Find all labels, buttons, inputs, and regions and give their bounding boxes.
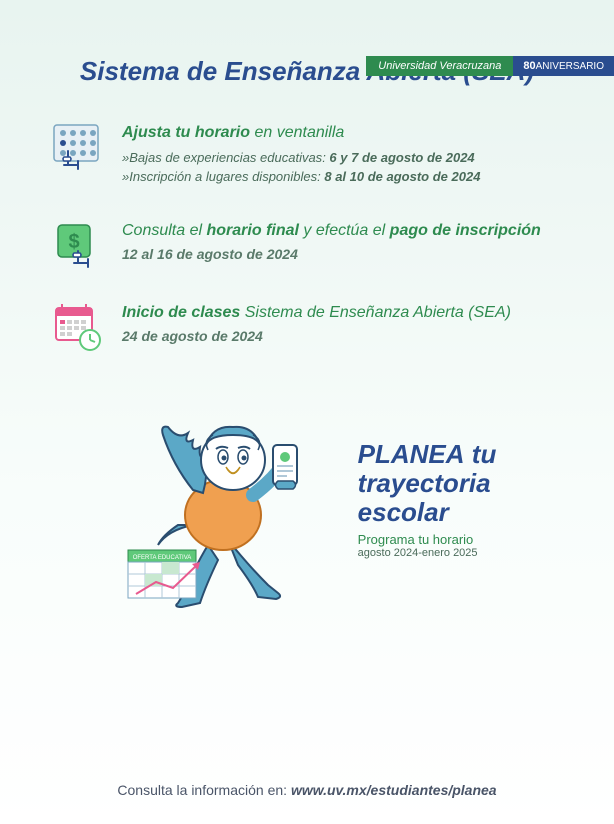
part1: horario final — [207, 222, 299, 239]
footer-text: Consulta la información en: www.uv.mx/es… — [0, 782, 614, 798]
bullet-label: Inscripción a lugares disponibles — [129, 169, 317, 184]
svg-text:$: $ — [68, 231, 79, 253]
schedule-grid-icon — [50, 123, 104, 171]
title-bold: Inicio de clases — [122, 304, 240, 321]
info-item-payment: $ Consulta el horario final y efectúa el… — [0, 221, 614, 269]
item-title: Consulta el horario final y efectúa el p… — [122, 221, 564, 242]
footer-prefix: Consulta la información en: — [117, 782, 291, 798]
item-title: Inicio de clases Sistema de Enseñanza Ab… — [122, 303, 564, 324]
planea-word2: tu — [465, 439, 497, 469]
info-item-calendar: Inicio de clases Sistema de Enseñanza Ab… — [0, 303, 614, 351]
part0: Consulta el — [122, 222, 207, 239]
planea-title: PLANEA tu trayectoria escolar — [358, 440, 497, 526]
university-name: Universidad Veracruzana — [366, 56, 513, 76]
planea-word1: PLANEA — [358, 439, 465, 469]
item-date: 24 de agosto de 2024 — [122, 328, 564, 344]
item-content: Inicio de clases Sistema de Enseñanza Ab… — [122, 303, 564, 344]
anniv-number: 80 — [523, 60, 535, 72]
planea-line3: escolar — [358, 497, 449, 527]
bullet-label: Bajas de experiencias educativas — [129, 150, 322, 165]
item-title: Ajusta tu horario en ventanilla — [122, 123, 564, 144]
part3: pago de inscripción — [390, 222, 541, 239]
planea-period: agosto 2024-enero 2025 — [358, 547, 497, 559]
footer-url: www.uv.mx/estudiantes/planea — [291, 782, 497, 798]
planea-text-block: PLANEA tu trayectoria escolar Programa t… — [358, 440, 497, 559]
bullet-date: 8 al 10 de agosto de 2024 — [324, 169, 480, 184]
mascot-illustration: OFERTA EDUCATIVA — [118, 385, 338, 615]
planea-line2: trayectoria — [358, 468, 491, 498]
item-content: Ajusta tu horario en ventanilla »Bajas d… — [122, 123, 564, 187]
item-content: Consulta el horario final y efectúa el p… — [122, 221, 564, 262]
item-date: 12 al 16 de agosto de 2024 — [122, 246, 564, 262]
mascot-section: OFERTA EDUCATIVA PLANEA tu trayectoria e… — [0, 385, 614, 615]
planea-sub: Programa tu horario — [358, 532, 497, 547]
bullet-line: »Bajas de experiencias educativas: 6 y 7… — [122, 148, 564, 168]
payment-icon: $ — [50, 221, 104, 269]
anniversary-badge: 80ANIVERSARIO — [513, 56, 614, 76]
title-rest: Sistema de Enseñanza Abierta (SEA) — [240, 304, 511, 321]
oferta-label: OFERTA EDUCATIVA — [132, 555, 191, 561]
header-bar: Universidad Veracruzana 80ANIVERSARIO — [366, 56, 614, 76]
anniv-label: ANIVERSARIO — [536, 61, 604, 72]
title-bold: Ajusta tu horario — [122, 124, 250, 141]
part2: y efectúa el — [299, 222, 390, 239]
info-item-schedule: Ajusta tu horario en ventanilla »Bajas d… — [0, 123, 614, 187]
calendar-clock-icon — [50, 303, 104, 351]
bullet-line: »Inscripción a lugares disponibles: 8 al… — [122, 167, 564, 187]
title-rest: en ventanilla — [250, 124, 344, 141]
bullet-date: 6 y 7 de agosto de 2024 — [329, 150, 474, 165]
